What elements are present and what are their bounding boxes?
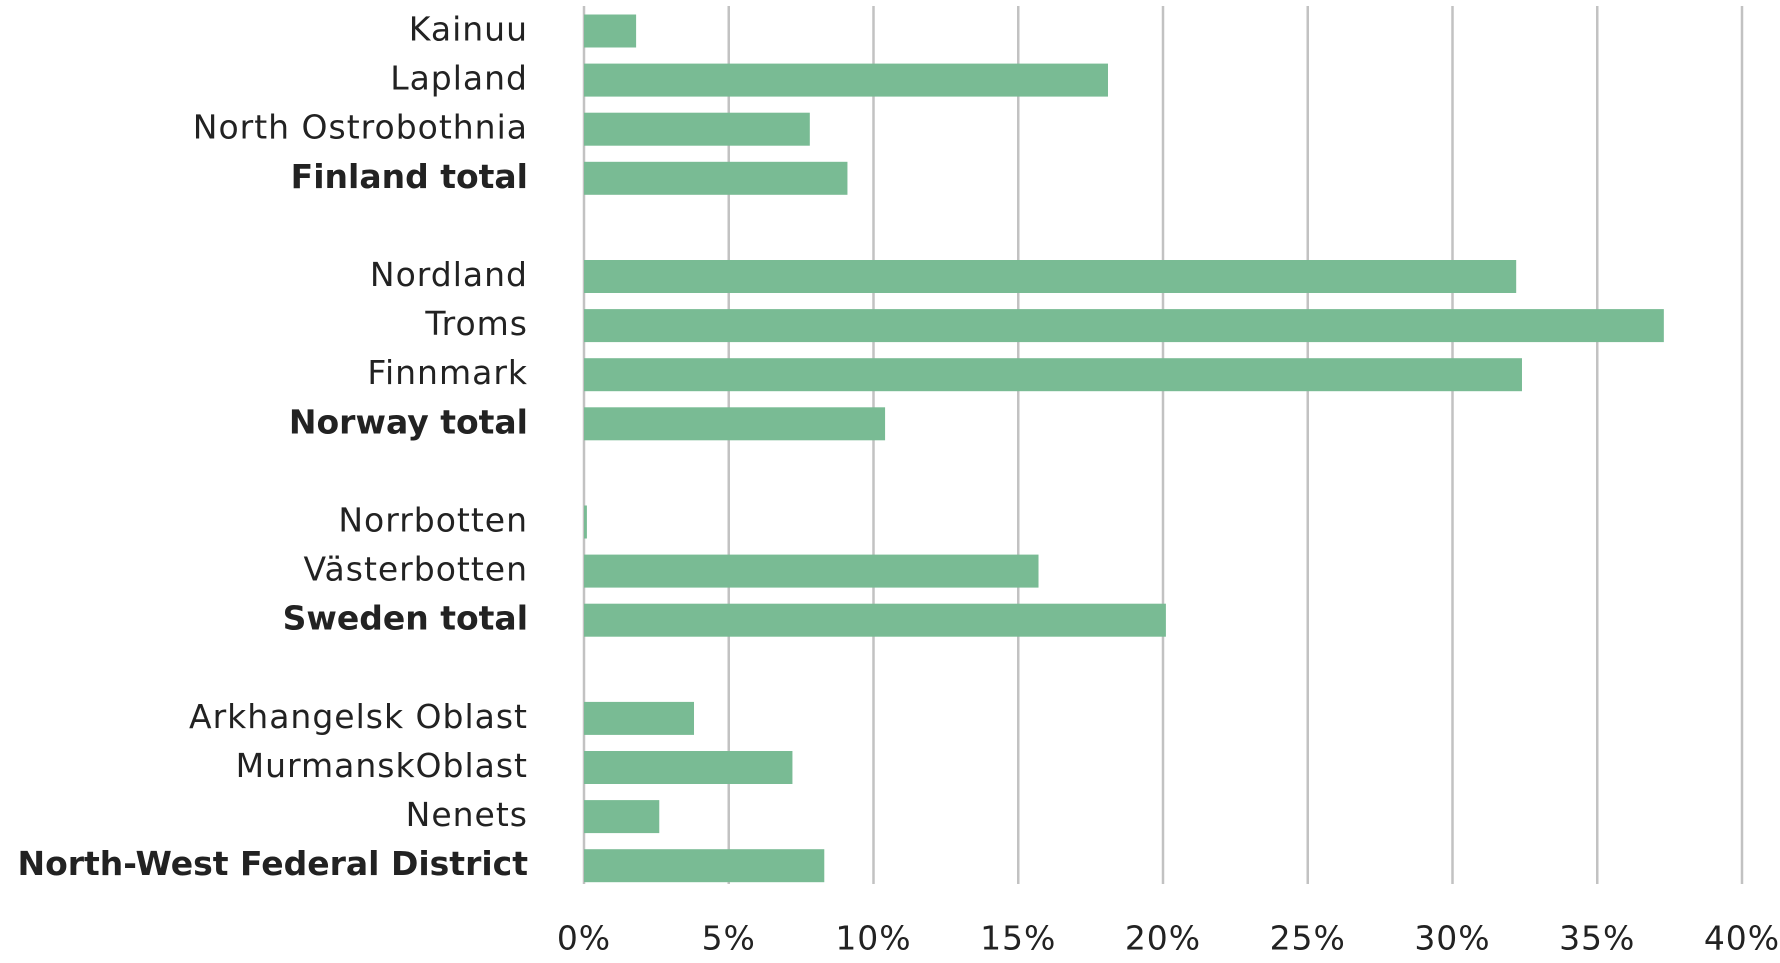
y-tick-label: Kainuu <box>409 10 528 49</box>
bar <box>584 63 1108 97</box>
y-tick-label: MurmanskOblast <box>236 746 528 785</box>
bar <box>584 260 1517 293</box>
y-tick-label: Nordland <box>370 255 528 294</box>
y-tick-label: Finnmark <box>367 353 528 392</box>
bar <box>584 701 695 735</box>
x-tick-label: 10% <box>835 919 911 958</box>
y-tick-label: Lapland <box>390 59 528 98</box>
bar <box>584 505 587 539</box>
bar <box>584 309 1664 343</box>
y-tick-label: Arkhangelsk Oblast <box>189 697 528 736</box>
bar <box>584 554 1039 588</box>
y-tick-label: Troms <box>424 304 528 343</box>
x-tick-label: 25% <box>1270 919 1346 958</box>
x-tick-label: 30% <box>1414 919 1490 958</box>
x-tick-label: 20% <box>1125 919 1201 958</box>
bar <box>584 800 660 834</box>
bar <box>584 358 1522 392</box>
x-tick-label: 15% <box>980 919 1056 958</box>
bar <box>584 603 1166 637</box>
bar <box>584 14 637 48</box>
y-tick-label: Norrbotten <box>338 501 528 540</box>
y-tick-label: Norway total <box>289 402 528 441</box>
y-tick-label: North Ostrobothnia <box>193 108 528 147</box>
x-tick-label: 5% <box>702 919 756 958</box>
bar <box>584 751 793 784</box>
bar <box>584 112 810 146</box>
y-tick-label: Finland total <box>291 157 528 196</box>
bar <box>584 407 886 441</box>
x-tick-label: 40% <box>1704 919 1780 958</box>
y-tick-label: North-West Federal District <box>17 844 528 883</box>
bar <box>584 161 848 195</box>
y-tick-label: Västerbotten <box>304 550 528 589</box>
x-tick-label: 35% <box>1559 919 1635 958</box>
y-tick-label: Sweden total <box>283 599 528 638</box>
y-tick-label: Nenets <box>406 795 528 834</box>
x-tick-label: 0% <box>557 919 611 958</box>
bar <box>584 849 825 883</box>
